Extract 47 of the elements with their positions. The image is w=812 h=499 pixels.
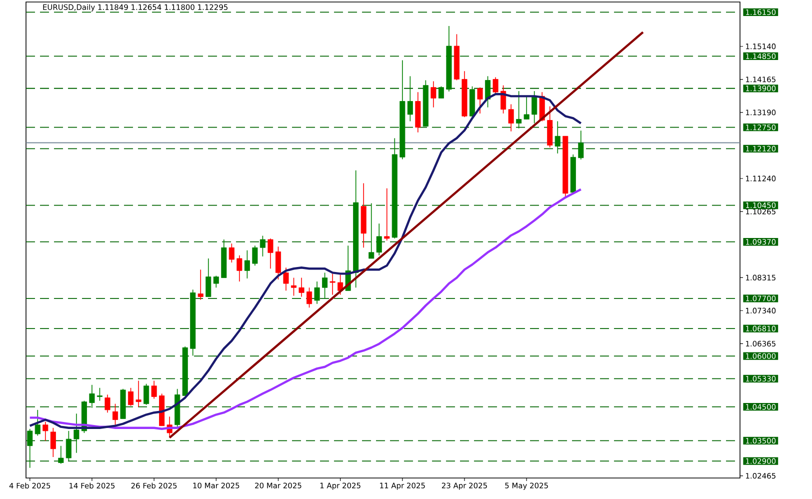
candlestick [96,387,102,402]
candlestick [438,86,444,99]
candlestick [290,277,297,296]
candlestick [27,428,33,468]
candlestick [376,223,382,256]
candlestick [516,90,522,129]
candlestick [477,86,483,114]
candlestick [268,238,274,270]
candlestick [151,380,157,400]
candlestick [236,255,242,282]
candlestick [42,421,48,442]
candlestick [206,258,212,298]
candlestick [578,130,584,160]
candlestick [252,245,258,266]
candlestick [407,76,413,122]
candlestick [198,269,204,300]
candlestick [384,188,390,241]
candlestick [58,445,64,464]
candlestick [508,104,514,132]
candlestick [485,76,491,108]
candlestick [524,96,530,120]
candlestick [228,243,234,263]
candlestick [314,281,320,304]
candlestick [330,273,336,296]
candlestick [283,267,289,292]
candlestick [66,430,72,462]
candlestick [112,403,118,426]
candlestick [89,384,95,408]
candlestick [128,387,134,406]
candlestick [492,76,498,94]
candlestick [136,380,142,408]
candlestick [144,383,150,406]
candlestick [322,272,328,300]
candlestick [260,235,266,257]
candlestick [34,410,40,436]
candlestick [50,427,56,458]
candlestick [532,90,538,124]
candlestick [554,120,560,154]
candlestick [298,277,304,298]
candlestick [244,250,250,279]
candlestick [368,202,374,259]
candlestick [213,275,219,288]
candlestick [275,246,281,280]
candlestick [430,80,436,108]
candlestick [104,394,110,414]
candlestick [306,287,312,308]
candlestick [74,413,80,454]
